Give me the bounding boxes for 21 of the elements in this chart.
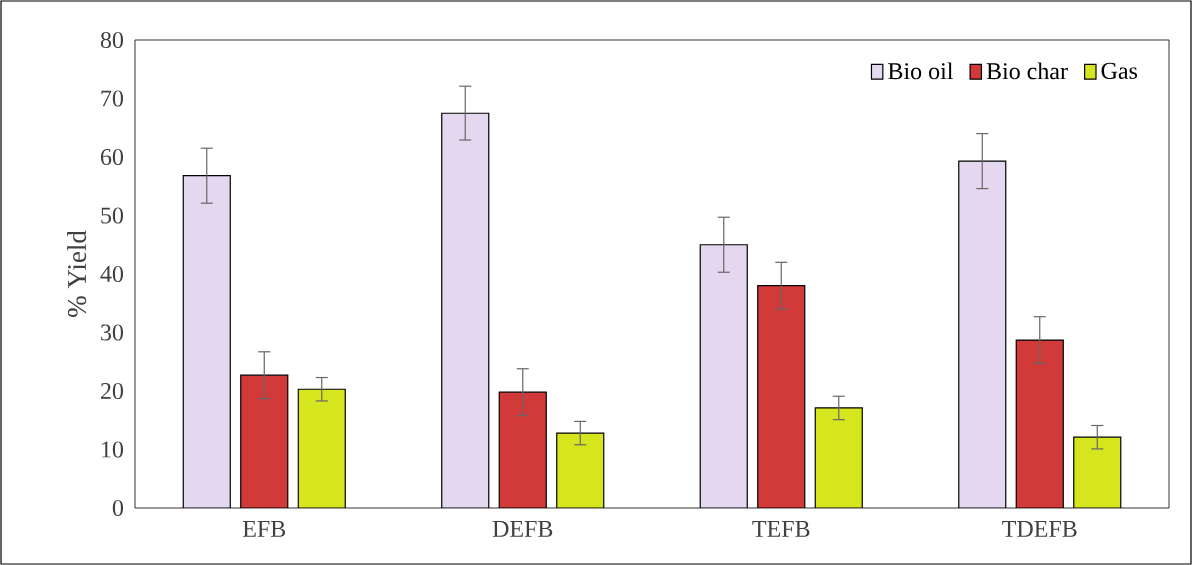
y-tick-label: 40 [100,265,124,283]
bar [699,244,748,508]
y-tick-label: 10 [102,441,124,458]
x-tick-label: EFB [242,521,286,537]
y-tick-label: 60 [100,148,124,166]
y-axis-title: % Yield [67,230,87,317]
y-tick-label: 80 [100,31,124,49]
bar [958,160,1007,508]
y-tick-label: 30 [101,324,124,341]
x-tick-label: TEFB [752,521,810,537]
legend-label: Gas [1101,62,1138,79]
y-tick-label: 70 [101,90,124,107]
legend-label: Bio oil [888,62,953,80]
y-tick-label: 20 [101,382,124,400]
bar [182,175,231,508]
y-tick-label: 50 [101,207,124,224]
x-tick-label: TDEFB [1002,521,1077,537]
legend-label: Bio char [986,62,1068,80]
bar [441,112,490,508]
y-tick-label: 0 [112,499,124,517]
x-tick-label: DEFB [492,521,553,537]
